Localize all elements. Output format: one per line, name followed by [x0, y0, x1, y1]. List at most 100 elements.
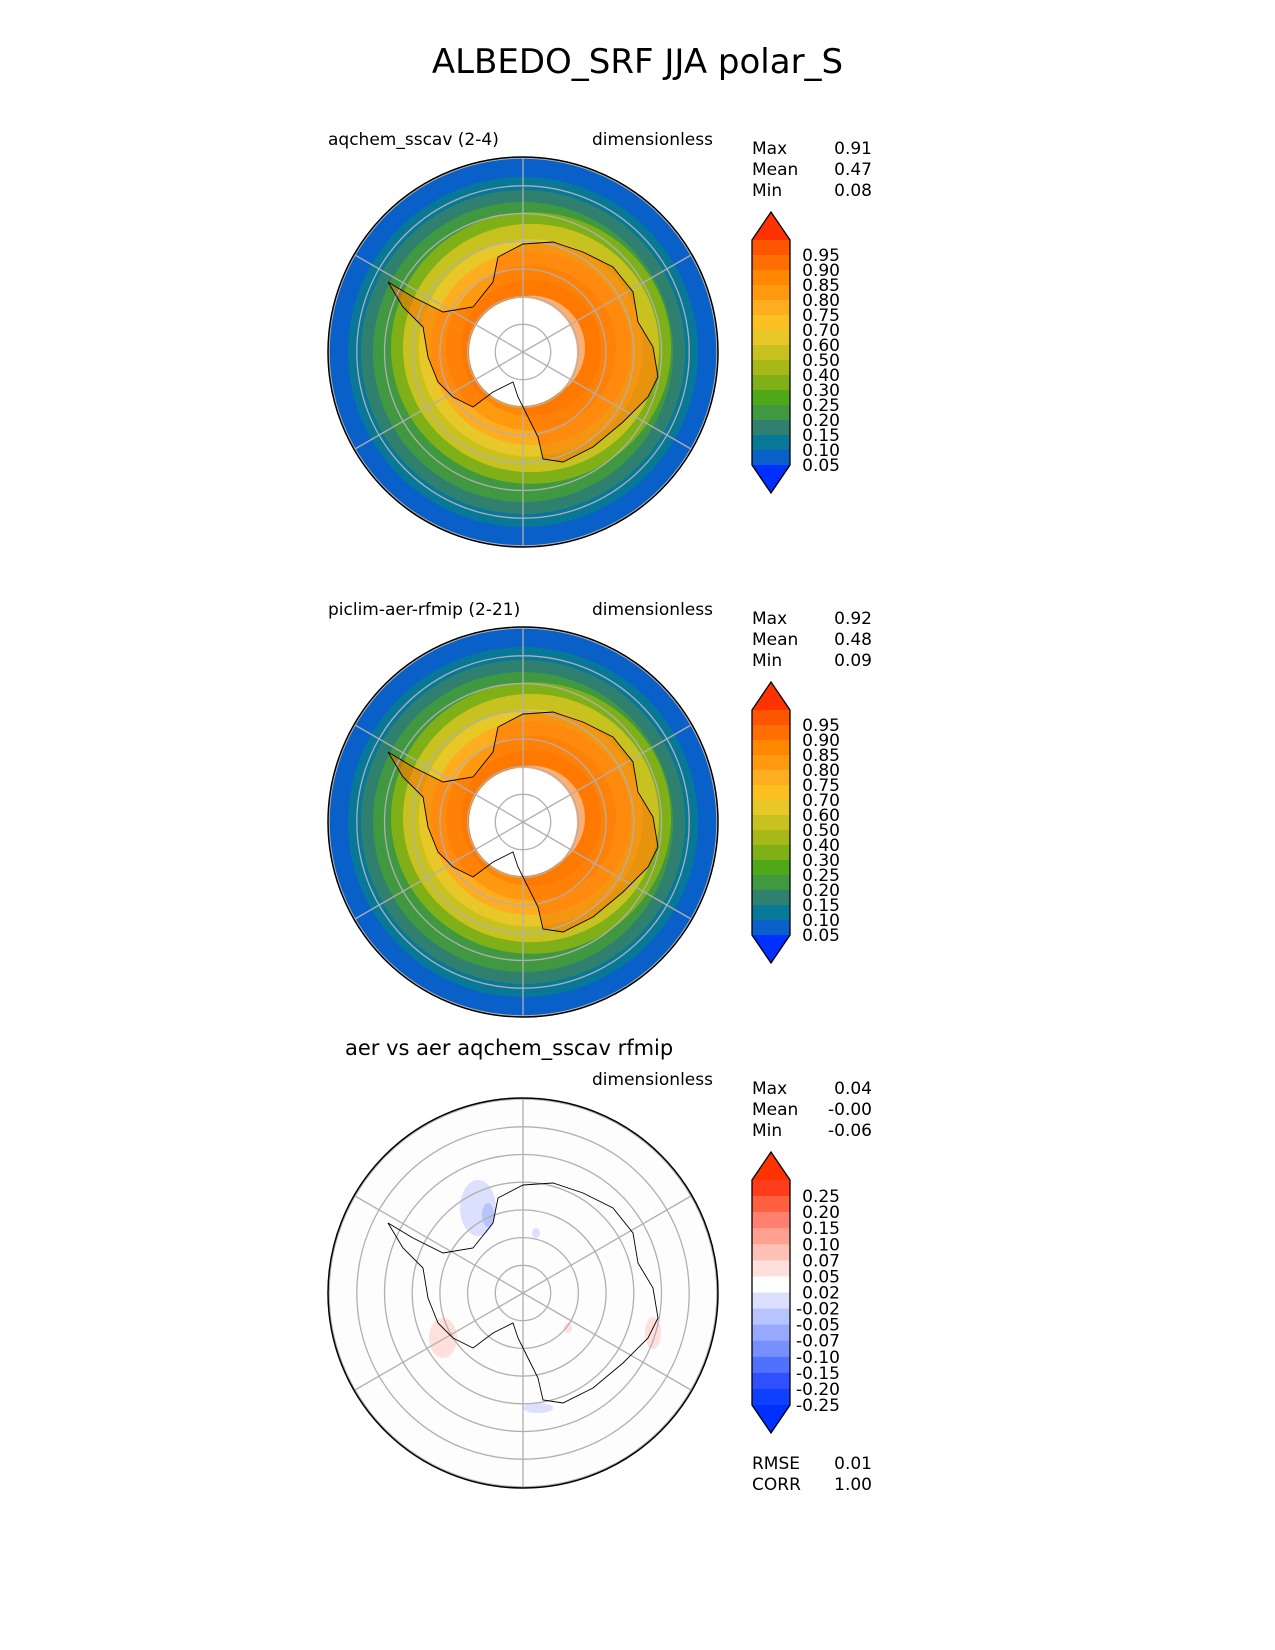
colorbar-bin [752, 770, 790, 786]
colorbar-3: 0.250.200.150.100.070.050.02-0.02-0.05-0… [751, 1150, 840, 1435]
colorbar-extend-min [752, 1405, 790, 1433]
colorbar-bin [752, 710, 790, 726]
longitude-gridline [522, 351, 693, 451]
difference-patch [429, 1318, 457, 1358]
difference-patch [564, 1323, 572, 1333]
panel3-units: dimensionless [592, 1070, 713, 1090]
stat-label: Max [752, 609, 788, 629]
stat-label: Min [752, 651, 783, 671]
colorbar-tick-label: 0.90 [802, 731, 840, 751]
stat-label: Mean [752, 630, 799, 650]
colorbar-outline [751, 1150, 791, 1435]
colorbar-bin [752, 1180, 790, 1197]
panel2-units: dimensionless [592, 600, 713, 620]
stat-value: 0.01 [834, 1454, 872, 1474]
colorbar-bin [752, 905, 790, 921]
colorbar-bin [752, 345, 790, 361]
stat-label: CORR [752, 1475, 801, 1495]
colorbar-tick-label: 0.20 [802, 1203, 840, 1223]
colorbar-bin [752, 420, 790, 436]
polar-map-1 [327, 156, 719, 548]
colorbar-bin [752, 1212, 790, 1229]
colorbar-bin [752, 1228, 790, 1245]
antarctica-coastline [387, 711, 659, 933]
colorbar-extend-max [752, 682, 790, 710]
colorbar-tick-label: 0.80 [802, 761, 840, 781]
colorbar-bin [752, 435, 790, 451]
colorbar-tick-label: 0.60 [802, 336, 840, 356]
colorbar-tick-label: -0.20 [796, 1380, 840, 1400]
stat-value: 0.04 [834, 1079, 872, 1099]
colorbar-bin [752, 1356, 790, 1374]
colorbar-tick-label: 0.85 [802, 276, 840, 296]
colorbar-tick-label: 0.90 [802, 261, 840, 281]
colorbar-tick-label: 0.25 [802, 866, 840, 886]
stat-value: -0.00 [828, 1100, 872, 1120]
colorbar-tick-label: 0.95 [802, 716, 840, 736]
stat-value: 0.91 [834, 139, 872, 159]
colorbar-bin [752, 315, 790, 331]
colorbar-2: 0.950.900.850.800.750.700.600.500.400.30… [751, 680, 840, 965]
colorbar-bin [752, 1388, 790, 1406]
antarctica-coastline [387, 1182, 659, 1404]
colorbar-tick-label: 0.15 [802, 896, 840, 916]
colorbar-extend-min [752, 935, 790, 963]
colorbar-tick-label: 0.75 [802, 306, 840, 326]
colorbar-bin [752, 920, 790, 936]
colorbar-tick-label: -0.15 [796, 1364, 840, 1384]
map-boundary [327, 1097, 719, 1489]
colorbar-tick-label: 0.30 [802, 381, 840, 401]
colorbar-bin [752, 1324, 790, 1342]
colorbar-bin [752, 450, 790, 466]
colorbar-bin [752, 285, 790, 301]
colorbar-bin [752, 270, 790, 286]
colorbar-bin [752, 375, 790, 391]
difference-patch [532, 1228, 540, 1238]
colorbar-bin [752, 1260, 790, 1277]
stat-label: Min [752, 1121, 783, 1141]
colorbar-tick-label: 0.80 [802, 291, 840, 311]
colorbar-bin [752, 300, 790, 316]
colorbar-extend-max [752, 212, 790, 240]
colorbar-tick-label: -0.10 [796, 1348, 840, 1368]
colorbar-tick-label: 0.40 [802, 366, 840, 386]
colorbar-tick-label: 0.05 [802, 926, 840, 946]
longitude-gridline [353, 1292, 524, 1392]
longitude-gridline [522, 821, 693, 921]
colorbar-tick-label: 0.70 [802, 321, 840, 341]
colorbar-bin [752, 755, 790, 771]
panel2-left-title: piclim-aer-rfmip (2-21) [328, 600, 521, 620]
difference-patch [523, 1403, 553, 1413]
figure-title: ALBEDO_SRF JJA polar_S [431, 42, 844, 82]
map-boundary [327, 156, 719, 548]
colorbar-bin [752, 890, 790, 906]
antarctica-coastline [387, 241, 659, 463]
stat-label: Min [752, 181, 783, 201]
stat-value: -0.06 [828, 1121, 872, 1141]
longitude-gridline [353, 1194, 524, 1294]
colorbar-bin [752, 725, 790, 741]
stat-label: Max [752, 139, 788, 159]
colorbar-tick-label: -0.07 [796, 1332, 840, 1352]
stat-label: Max [752, 1079, 788, 1099]
stat-value: 0.92 [834, 609, 872, 629]
colorbar-tick-label: 0.10 [802, 911, 840, 931]
colorbar-bin [752, 1244, 790, 1261]
colorbar-tick-label: 0.60 [802, 806, 840, 826]
panel3-title: aer vs aer aqchem_sscav rfmip [345, 1036, 674, 1060]
colorbar-tick-label: 0.10 [802, 441, 840, 461]
colorbar-outline [751, 210, 791, 495]
stat-value: 0.47 [834, 160, 872, 180]
colorbar-tick-label: 0.05 [802, 456, 840, 476]
colorbar-tick-label: 0.15 [802, 1219, 840, 1239]
longitude-gridline [353, 723, 524, 823]
polar-map-3 [327, 1097, 719, 1489]
longitude-gridline [522, 1292, 693, 1392]
colorbar-tick-label: 0.30 [802, 851, 840, 871]
colorbar-bin [752, 785, 790, 801]
colorbar-bin [752, 1196, 790, 1213]
colorbar-tick-label: 0.20 [802, 881, 840, 901]
colorbar-bin [752, 1292, 790, 1310]
colorbar-bin [752, 1276, 790, 1293]
